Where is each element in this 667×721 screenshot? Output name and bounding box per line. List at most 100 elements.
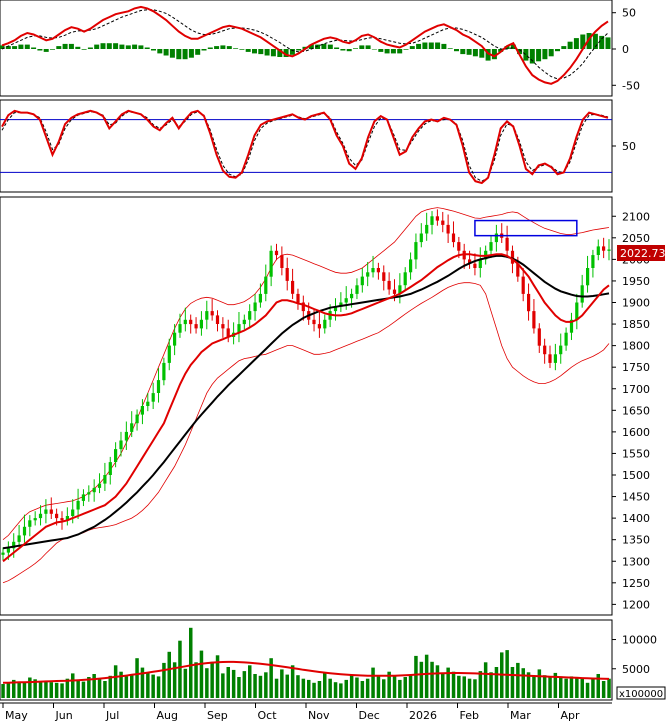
volume-bar xyxy=(28,677,32,698)
price-tick-label-1550: 1550 xyxy=(622,447,650,460)
candle-body xyxy=(269,250,273,277)
volume-bar xyxy=(489,672,493,698)
volume-bar xyxy=(280,669,284,698)
macd-histogram-bar xyxy=(308,44,314,49)
candle-body xyxy=(473,263,477,268)
candle-body xyxy=(355,285,359,294)
price-tick-label-1900: 1900 xyxy=(622,297,650,310)
candle-body xyxy=(553,354,557,363)
stochastic-y-axis: 50 xyxy=(612,140,636,153)
candle-body xyxy=(156,380,161,393)
candle-body xyxy=(274,250,279,256)
volume-bar xyxy=(258,675,263,698)
volume-bar xyxy=(285,674,289,698)
macd-histogram-bar xyxy=(586,33,592,49)
volume-bar xyxy=(12,679,16,698)
candle-body xyxy=(221,324,225,329)
volume-bar xyxy=(103,681,107,698)
volume-bar xyxy=(215,655,220,698)
price-y-axis: 1200 1250 1300 1350 1400 1450 1500 1550 1600 1650… xyxy=(612,210,650,611)
macd-histogram-bar xyxy=(169,49,175,58)
candle-body xyxy=(478,259,482,268)
price-tick-label-1850: 1850 xyxy=(622,318,650,331)
volume-y-axis: 10000 5000 xyxy=(612,634,657,676)
macd-histogram-bar xyxy=(542,49,548,60)
volume-bar xyxy=(92,674,96,698)
candle-body xyxy=(285,268,289,281)
candle-body xyxy=(130,423,134,432)
candle-body xyxy=(586,268,590,286)
macd-histogram-bar xyxy=(510,44,516,49)
candle-body xyxy=(44,509,48,514)
macd-tick-label-0: 0 xyxy=(622,43,629,56)
candle-body xyxy=(435,216,439,221)
volume-bar xyxy=(87,677,91,698)
macd-histogram-bar xyxy=(106,43,112,49)
macd-histogram-bar xyxy=(195,49,201,55)
volume-bar xyxy=(183,668,188,698)
candle-body xyxy=(124,431,128,441)
candle-body xyxy=(425,224,429,234)
volume-bar xyxy=(135,658,139,698)
volume-bar xyxy=(457,675,461,698)
x-tick-label-6: Nov xyxy=(308,709,330,721)
x-tick-label-1: Jun xyxy=(55,709,73,721)
volume-panel: 10000 5000 x100000 xyxy=(0,619,666,701)
candle-body xyxy=(516,263,520,277)
candle-body xyxy=(323,319,327,329)
volume-bar xyxy=(333,682,338,698)
volume-bar xyxy=(264,672,268,698)
macd-histogram-bar xyxy=(441,43,447,49)
volume-bar xyxy=(371,667,375,698)
macd-histogram-bar xyxy=(119,44,125,49)
candle-body xyxy=(414,242,418,260)
volume-bar xyxy=(76,680,80,698)
volume-bar xyxy=(365,678,370,698)
candle-body xyxy=(548,354,552,363)
macd-histogram-bar xyxy=(466,49,472,55)
candle-body xyxy=(194,324,198,329)
volume-bar xyxy=(317,681,322,698)
volume-bar xyxy=(156,676,161,698)
candle-body xyxy=(505,237,509,251)
price-tick-label-1650: 1650 xyxy=(622,404,650,417)
macd-histogram-bar xyxy=(454,49,459,52)
volume-bar xyxy=(510,667,515,698)
x-axis: May Jun Jul Aug Sep Oct Nov Dec 2026 Feb Mar Apr xyxy=(0,702,612,721)
volume-bar xyxy=(274,678,279,698)
macd-histogram-bar xyxy=(56,46,62,49)
volume-bar xyxy=(172,662,177,698)
volume-bar xyxy=(162,662,166,698)
volume-bar xyxy=(205,668,209,698)
candle-body xyxy=(280,255,284,268)
macd-histogram-bar xyxy=(491,49,497,60)
candle-body xyxy=(543,345,547,355)
volume-bar xyxy=(537,669,542,698)
candle-body xyxy=(199,319,203,329)
candle-body xyxy=(65,516,69,521)
candle-body xyxy=(344,298,348,303)
candle-body xyxy=(559,345,563,355)
volume-bar xyxy=(435,665,440,698)
candle-body xyxy=(521,276,525,294)
x-tick-label-11: Apr xyxy=(561,709,581,721)
candle-body xyxy=(494,233,498,243)
macd-histogram-bar xyxy=(201,49,207,51)
volume-bar xyxy=(569,676,574,698)
volume-bar xyxy=(17,681,21,698)
x-tick-label-4: Sep xyxy=(207,709,228,721)
candle-body xyxy=(33,518,37,521)
macd-tick-label-50: 50 xyxy=(622,7,636,20)
candle-body xyxy=(173,332,177,346)
volume-bar xyxy=(392,675,397,698)
candle-body xyxy=(76,500,80,510)
candle-body xyxy=(333,306,338,312)
candle-body xyxy=(409,259,413,273)
candle-body xyxy=(242,319,246,325)
candle-body xyxy=(114,449,118,462)
candle-body xyxy=(60,518,64,521)
stochastic-lines xyxy=(1,109,609,185)
volume-bar xyxy=(323,673,327,698)
candle-body xyxy=(419,233,423,243)
candle-body xyxy=(366,272,370,277)
